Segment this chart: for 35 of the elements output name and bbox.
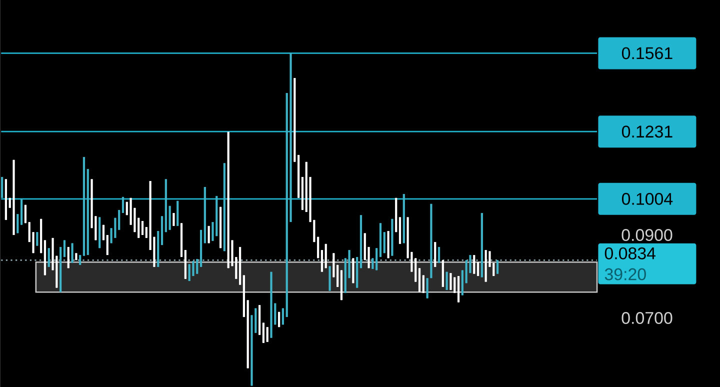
text: 39:20 <box>604 268 646 280</box>
candlestick <box>266 326 268 342</box>
candlestick <box>282 308 284 326</box>
candlestick <box>454 276 456 294</box>
candlestick <box>496 260 499 274</box>
candlestick <box>16 214 19 234</box>
candlestick <box>79 254 82 266</box>
candlestick <box>106 235 108 256</box>
candlestick <box>320 250 324 272</box>
candlestick <box>438 246 440 264</box>
candlestick <box>196 258 198 274</box>
candlestick <box>383 232 386 254</box>
candlestick <box>426 278 428 299</box>
candlestick <box>188 264 190 282</box>
candlestick <box>476 262 480 276</box>
y-tick-label: 0.0900 <box>622 229 672 242</box>
candlestick <box>376 248 378 271</box>
candlestick <box>145 226 148 238</box>
ref-line-label: 0.0834 <box>604 247 656 260</box>
y-tick-label: 0.0700 <box>622 312 672 324</box>
ref-line-label: 0.1561 <box>622 47 672 60</box>
candlestick <box>172 212 175 226</box>
candlestick <box>71 242 74 264</box>
ref-line-label: 0.1004 <box>622 192 673 205</box>
ref-line-label: 0.1231 <box>622 126 672 138</box>
candlestick <box>450 272 452 290</box>
candlestick <box>48 248 50 268</box>
candlestick <box>422 274 424 294</box>
candlestick <box>1 176 4 198</box>
candlestick <box>262 322 265 344</box>
candlestick <box>473 254 476 274</box>
candlestick <box>418 268 421 293</box>
candlestick <box>141 221 144 236</box>
candlestick <box>63 240 66 258</box>
candlestick <box>36 232 38 246</box>
